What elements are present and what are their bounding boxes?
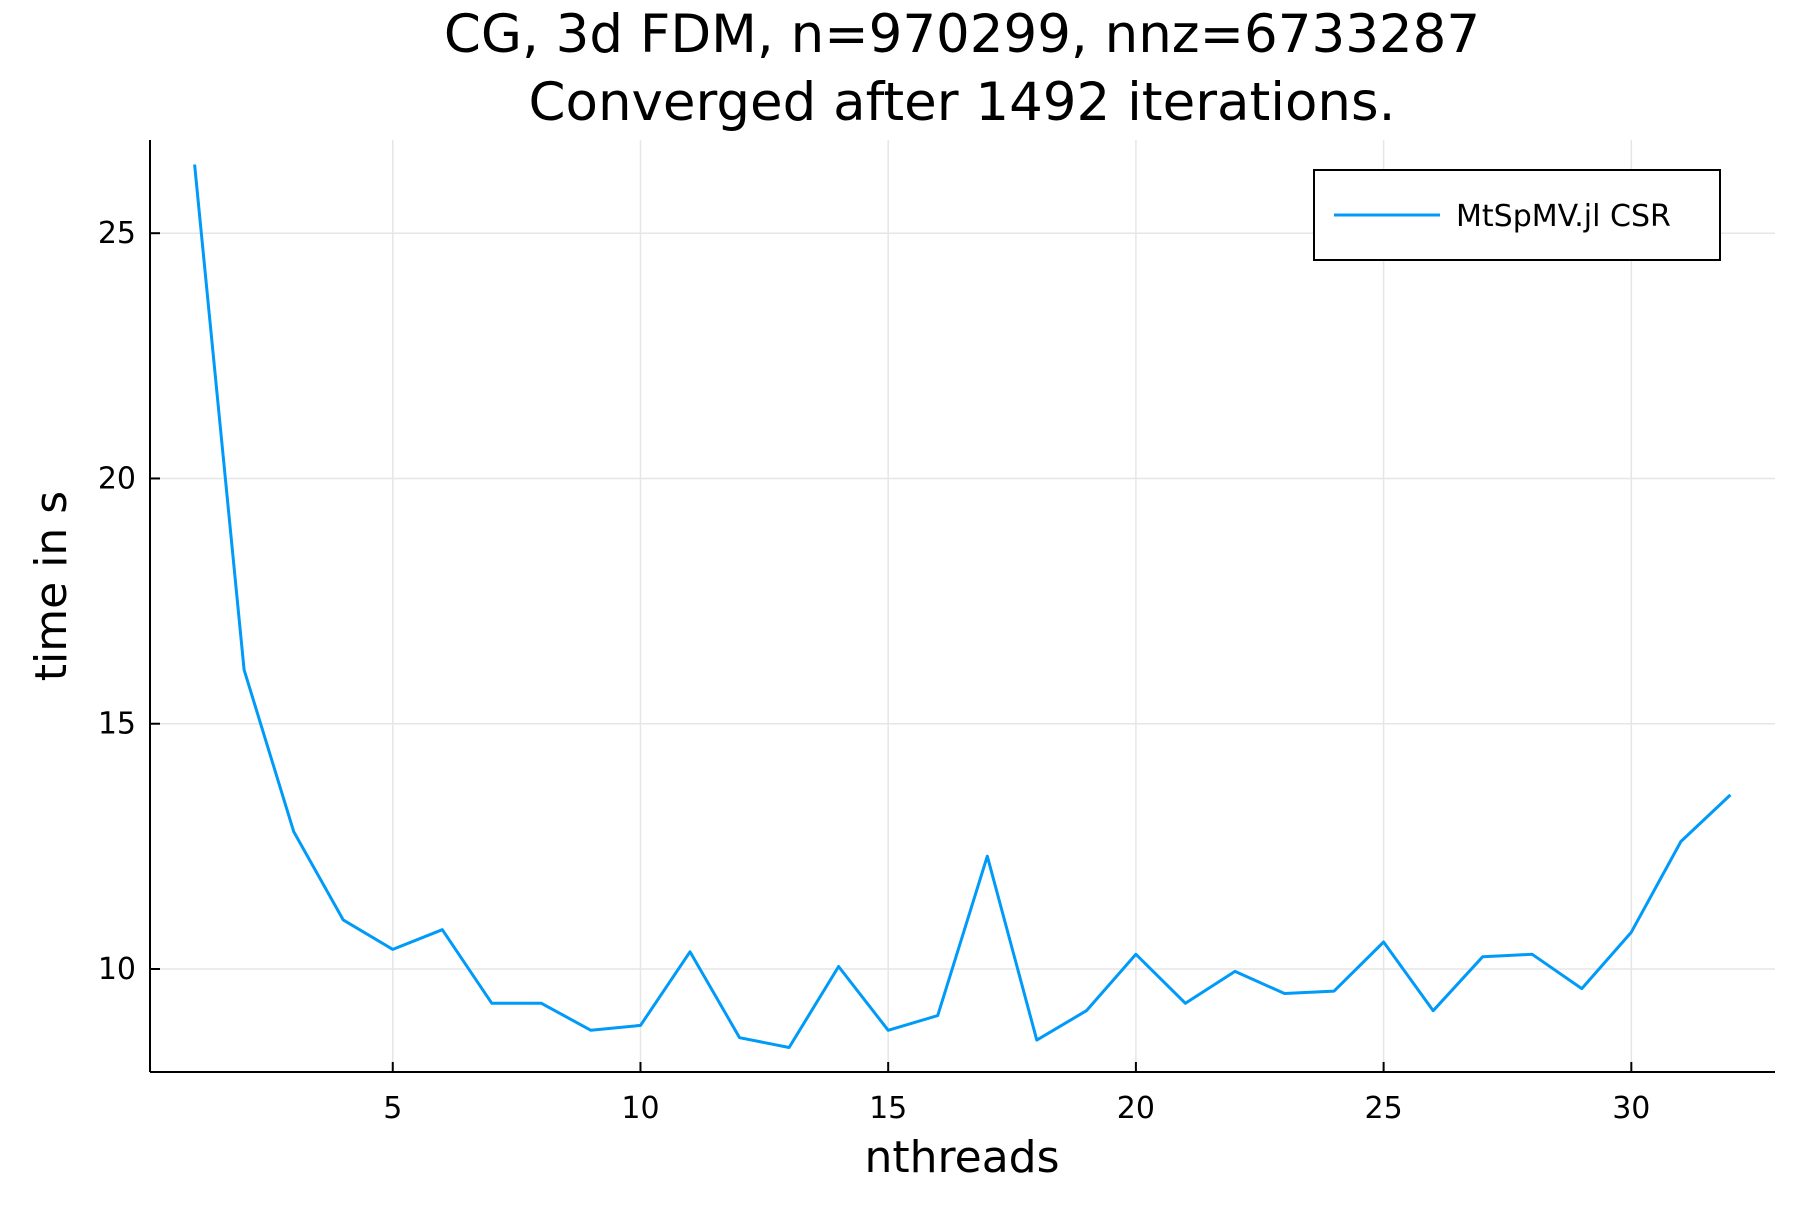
data-point [985, 854, 989, 858]
y-tick-label: 20 [98, 461, 136, 496]
data-point [1728, 793, 1732, 797]
data-point [1580, 987, 1584, 991]
data-point [391, 947, 395, 951]
data-point [539, 1001, 543, 1005]
data-point [193, 163, 197, 167]
data-point [1183, 1001, 1187, 1005]
data-point [787, 1045, 791, 1049]
data-point [1679, 839, 1683, 843]
x-tick-label: 5 [383, 1091, 402, 1126]
data-point [1332, 989, 1336, 993]
data-point [886, 1028, 890, 1032]
data-point [490, 1001, 494, 1005]
y-tick-label: 10 [98, 952, 136, 987]
data-point [589, 1028, 593, 1032]
data-point [1084, 1009, 1088, 1013]
y-axis-label: time in s [26, 491, 77, 681]
data-point [738, 1036, 742, 1040]
data-point [1233, 969, 1237, 973]
data-point [1530, 952, 1534, 956]
chart-title: CG, 3d FDM, n=970299, nnz=6733287 [444, 4, 1480, 65]
y-tick-label: 25 [98, 216, 136, 251]
data-point [1035, 1038, 1039, 1042]
legend-label: MtSpMV.jl CSR [1456, 199, 1671, 234]
x-tick-label: 20 [1117, 1091, 1155, 1126]
data-point [638, 1023, 642, 1027]
data-point [440, 928, 444, 932]
x-tick-label: 15 [869, 1091, 907, 1126]
data-point [936, 1014, 940, 1018]
x-tick-label: 30 [1612, 1091, 1650, 1126]
data-point [1283, 992, 1287, 996]
legend: MtSpMV.jl CSR [1313, 169, 1721, 261]
data-point [1431, 1009, 1435, 1013]
data-point [688, 950, 692, 954]
data-point [1629, 930, 1633, 934]
x-tick-label: 10 [621, 1091, 659, 1126]
data-point [1382, 940, 1386, 944]
series-layer [193, 163, 1732, 1049]
data-point [292, 830, 296, 834]
data-point [1481, 955, 1485, 959]
data-point [341, 918, 345, 922]
data-point [837, 965, 841, 969]
axes: 5 10 15 20 25 30 10 15 20 25 [98, 140, 1775, 1126]
data-point [1134, 952, 1138, 956]
chart-subtitle: Converged after 1492 iterations. [529, 72, 1396, 133]
data-point [242, 668, 246, 672]
x-tick-label: 25 [1365, 1091, 1403, 1126]
y-tick-label: 15 [98, 707, 136, 742]
x-axis-label: nthreads [864, 1132, 1059, 1183]
series-line [193, 164, 1732, 1049]
